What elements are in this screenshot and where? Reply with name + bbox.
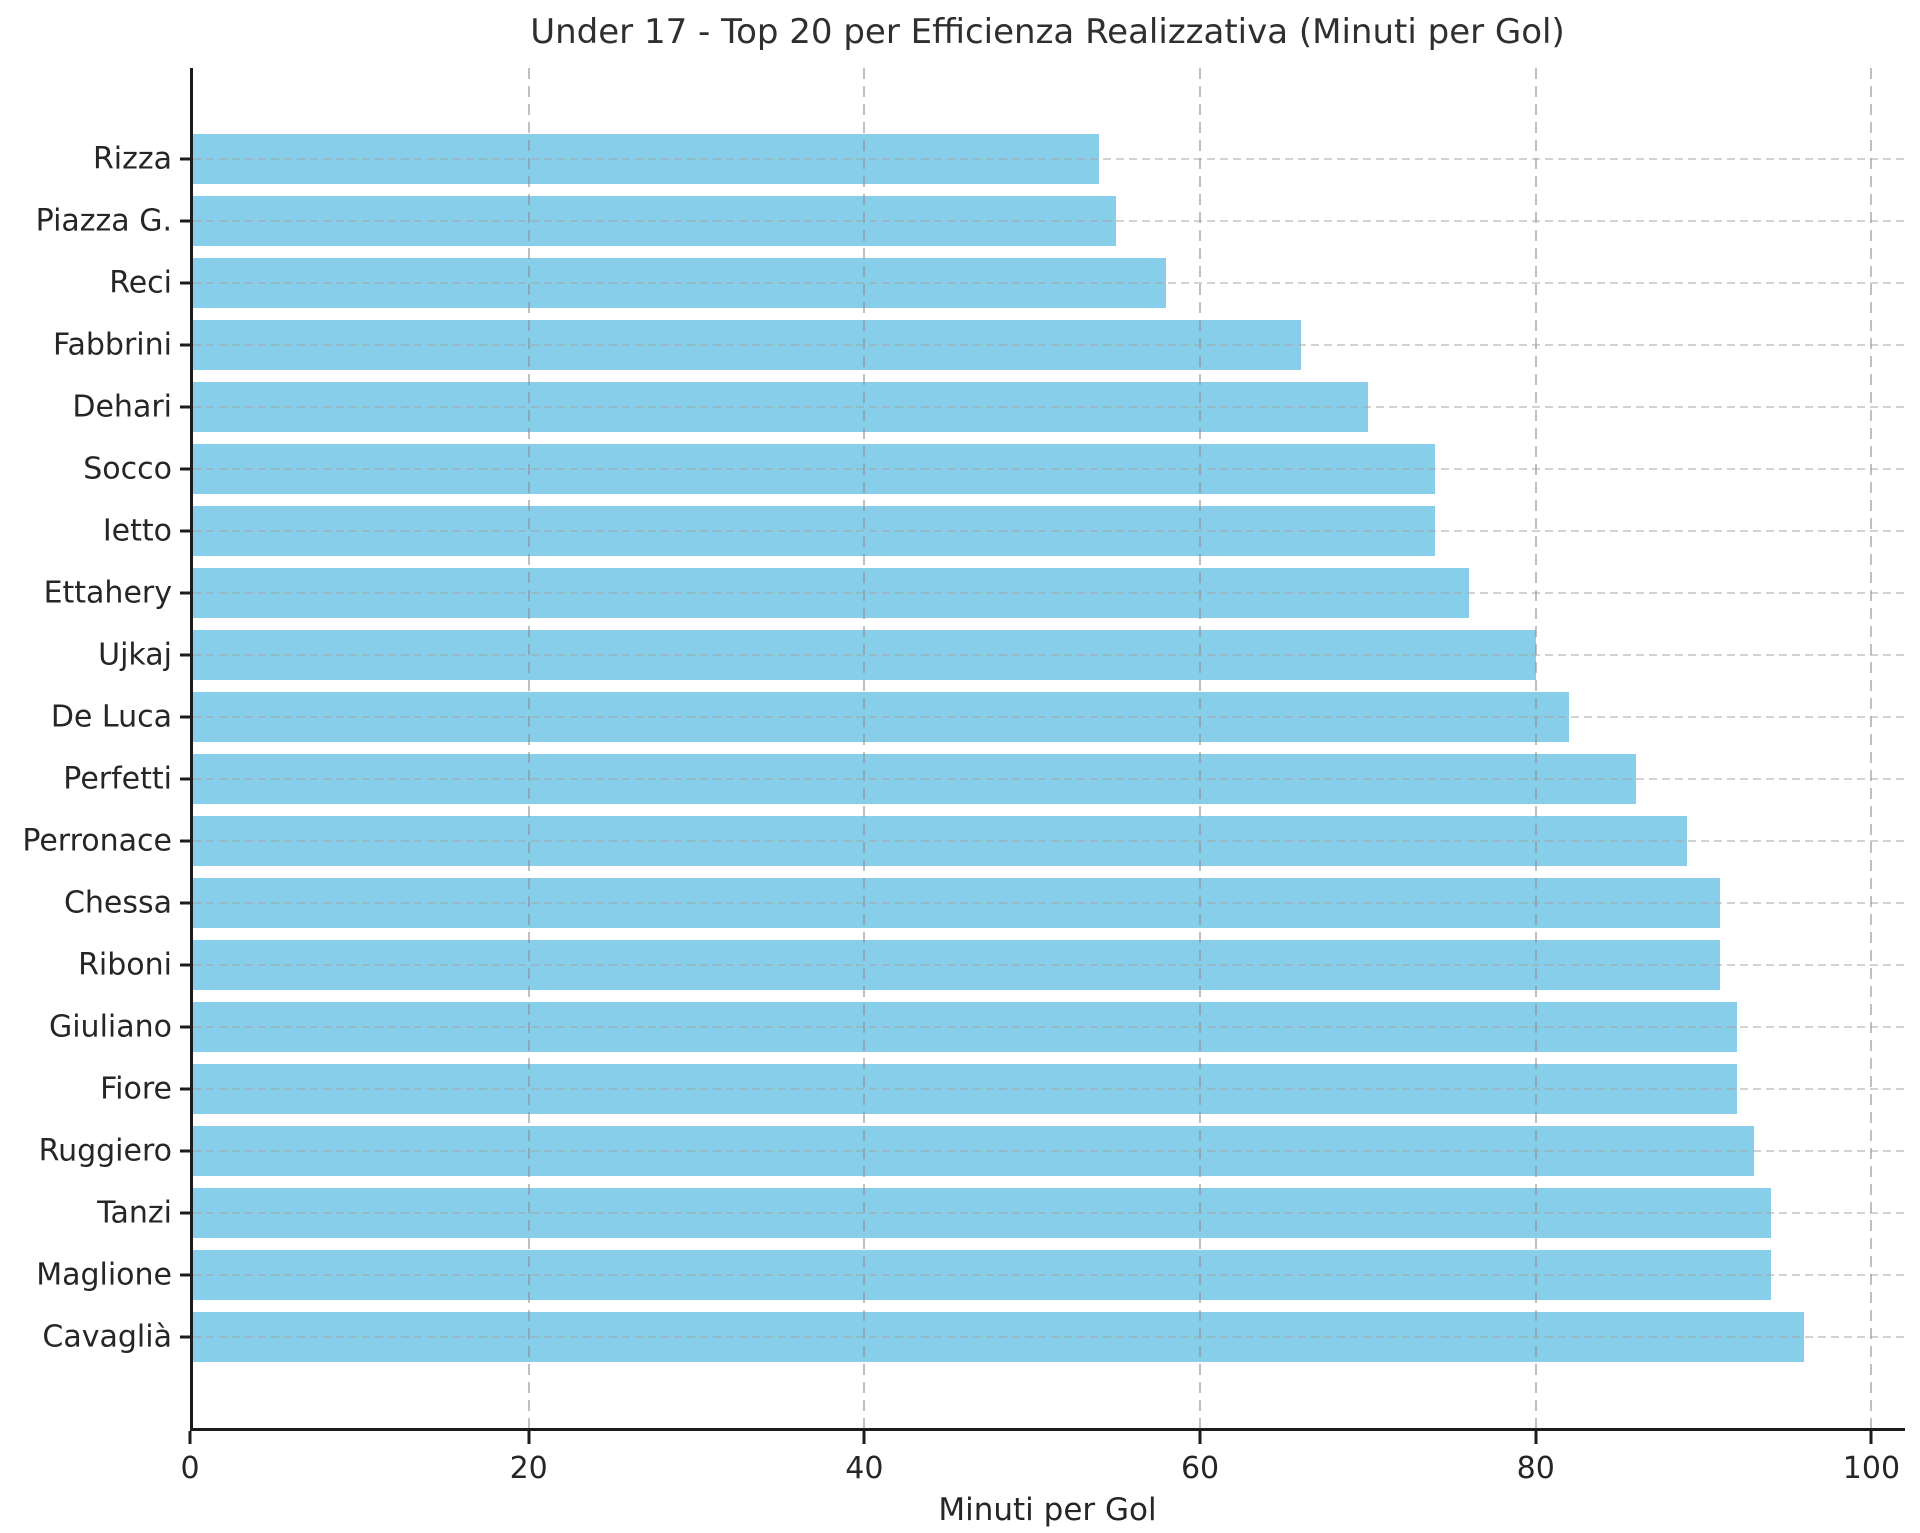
y-tick-mark <box>180 777 190 781</box>
y-tick-mark <box>180 963 190 967</box>
y-tick-label: Ujkaj <box>98 637 172 673</box>
gridline-vertical <box>863 68 866 1428</box>
y-tick-label: Riboni <box>78 947 172 983</box>
x-tick-label: 20 <box>509 1451 548 1486</box>
y-tick-mark <box>180 653 190 657</box>
y-tick-label: Perronace <box>22 823 172 859</box>
y-tick-mark <box>180 219 190 223</box>
y-tick-mark <box>180 901 190 905</box>
plot-area <box>190 68 1905 1431</box>
gridline-horizontal <box>193 1088 1905 1090</box>
y-tick-mark <box>180 343 190 347</box>
gridline-horizontal <box>193 654 1905 656</box>
x-tick-label: 0 <box>180 1451 200 1486</box>
y-tick-mark <box>180 1211 190 1215</box>
x-tick-mark <box>1198 1431 1202 1444</box>
gridline-horizontal <box>193 840 1905 842</box>
chart-title: Under 17 - Top 20 per Efficienza Realizz… <box>530 12 1565 52</box>
y-tick-label: Giuliano <box>48 1009 172 1045</box>
y-tick-mark <box>180 1149 190 1153</box>
gridline-horizontal <box>193 158 1905 160</box>
x-tick-mark <box>862 1431 866 1444</box>
y-tick-label: Fabbrini <box>53 327 172 363</box>
x-tick-label: 100 <box>1842 1451 1901 1486</box>
gridline-horizontal <box>193 344 1905 346</box>
gridline-horizontal <box>193 778 1905 780</box>
y-tick-label: Ettahery <box>43 575 172 611</box>
gridline-horizontal <box>193 468 1905 470</box>
y-tick-mark <box>180 839 190 843</box>
y-tick-label: Rizza <box>92 141 172 177</box>
x-tick-mark <box>1534 1431 1538 1444</box>
y-tick-label: Ietto <box>102 513 172 549</box>
y-tick-label: Reci <box>109 265 172 301</box>
y-tick-mark <box>180 405 190 409</box>
y-tick-mark <box>180 281 190 285</box>
y-tick-label: Tanzi <box>97 1195 172 1231</box>
y-tick-label: Fiore <box>100 1071 172 1107</box>
gridline-horizontal <box>193 1274 1905 1276</box>
x-tick-label: 80 <box>1516 1451 1555 1486</box>
y-tick-label: Dehari <box>72 389 172 425</box>
y-tick-label: Ruggiero <box>38 1133 172 1169</box>
gridline-horizontal <box>193 716 1905 718</box>
gridline-horizontal <box>193 902 1905 904</box>
y-tick-mark <box>180 1335 190 1339</box>
y-tick-mark <box>180 529 190 533</box>
gridline-horizontal <box>193 282 1905 284</box>
gridline-horizontal <box>193 530 1905 532</box>
gridline-horizontal <box>193 1150 1905 1152</box>
y-tick-mark <box>180 1025 190 1029</box>
gridline-vertical <box>1199 68 1202 1428</box>
y-tick-mark <box>180 157 190 161</box>
x-tick-mark <box>527 1431 531 1444</box>
gridline-vertical <box>1534 68 1537 1428</box>
gridline-horizontal <box>193 592 1905 594</box>
y-tick-label: Piazza G. <box>35 203 172 239</box>
gridline-horizontal <box>193 1212 1905 1214</box>
gridline-horizontal <box>193 964 1905 966</box>
gridline-vertical <box>527 68 530 1428</box>
y-tick-mark <box>180 1273 190 1277</box>
x-tick-label: 60 <box>1180 1451 1220 1486</box>
y-tick-label: Maglione <box>36 1257 172 1293</box>
gridline-horizontal <box>193 1336 1905 1338</box>
gridline-horizontal <box>193 1026 1905 1028</box>
x-tick-label: 40 <box>845 1451 884 1486</box>
y-tick-label: Socco <box>83 451 172 487</box>
x-tick-mark <box>1869 1431 1873 1444</box>
y-tick-label: Cavaglià <box>42 1319 172 1355</box>
gridline-horizontal <box>193 220 1905 222</box>
y-tick-mark <box>180 715 190 719</box>
gridline-horizontal <box>193 406 1905 408</box>
x-tick-mark <box>188 1431 192 1444</box>
x-axis-label: Minuti per Gol <box>938 1492 1157 1528</box>
gridline-vertical <box>1870 68 1873 1428</box>
y-tick-mark <box>180 467 190 471</box>
y-tick-label: De Luca <box>50 699 172 735</box>
y-tick-mark <box>180 591 190 595</box>
y-tick-label: Chessa <box>63 885 172 921</box>
y-tick-label: Perfetti <box>63 761 172 797</box>
y-tick-mark <box>180 1087 190 1091</box>
